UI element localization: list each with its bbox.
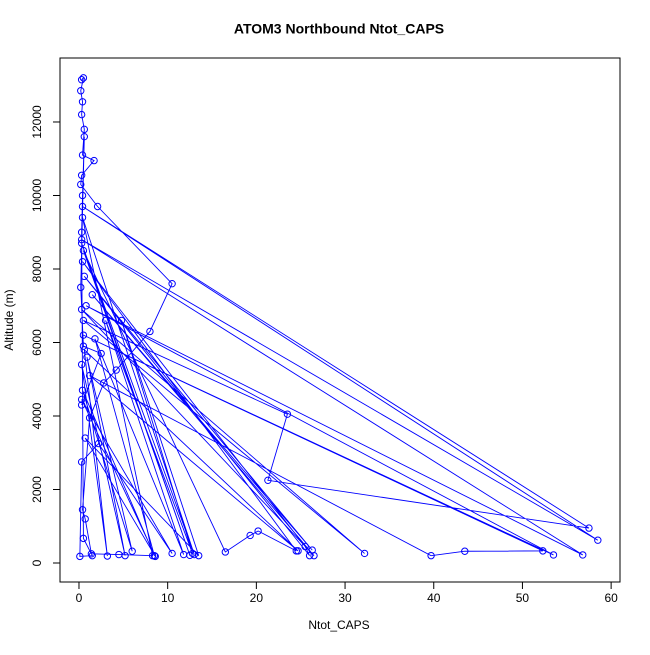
- data-point: [77, 395, 86, 404]
- chart-title: ATOM3 Northbound Ntot_CAPS: [234, 21, 444, 37]
- data-point: [585, 524, 593, 532]
- y-tick-label: 2000: [30, 476, 44, 503]
- data-point: [76, 552, 84, 561]
- data-point: [91, 335, 99, 343]
- data-point: [179, 550, 188, 559]
- data-point: [78, 213, 87, 222]
- data-point: [360, 549, 369, 558]
- data-point: [121, 551, 129, 560]
- x-tick-label: 50: [516, 591, 530, 605]
- y-axis-label: Altitude (m): [2, 289, 16, 350]
- y-tick-label: 6000: [30, 329, 44, 356]
- data-point: [246, 531, 254, 540]
- data-point: [294, 547, 302, 555]
- data-point: [101, 316, 110, 325]
- data-point: [549, 551, 558, 559]
- data-point: [264, 476, 272, 485]
- x-tick-label: 40: [427, 591, 441, 605]
- data-point: [77, 228, 86, 236]
- x-tick-label: 20: [250, 591, 264, 605]
- x-tick-label: 30: [338, 591, 352, 605]
- data-point: [79, 246, 88, 255]
- data-point: [77, 235, 86, 244]
- data-point: [77, 171, 86, 179]
- data-point: [88, 291, 96, 299]
- data-point: [77, 305, 86, 314]
- data-point: [78, 191, 87, 200]
- data-point: [78, 506, 87, 514]
- data-point: [93, 202, 102, 211]
- data-point: [78, 386, 87, 394]
- data-point: [94, 439, 103, 448]
- data-point: [85, 371, 94, 380]
- data-point: [82, 302, 90, 310]
- x-axis-label: Ntot_CAPS: [308, 618, 369, 632]
- x-tick-label: 10: [161, 591, 175, 605]
- data-point: [80, 346, 89, 354]
- data-point: [539, 547, 547, 555]
- data-point: [151, 552, 159, 561]
- data-point: [117, 316, 126, 325]
- y-tick-label: 0: [30, 559, 44, 566]
- data-point: [150, 551, 159, 560]
- data-point: [79, 534, 88, 543]
- data-point: [254, 527, 262, 535]
- data-point: [78, 98, 87, 106]
- data-point: [77, 180, 85, 189]
- data-point: [79, 331, 88, 339]
- data-point: [77, 87, 85, 95]
- data-point: [81, 434, 89, 442]
- data-point: [78, 151, 87, 159]
- data-point: [90, 156, 98, 165]
- data-point: [77, 76, 86, 84]
- y-tick-label: 8000: [30, 255, 44, 282]
- y-tick-label: 10000: [30, 178, 44, 212]
- data-point: [81, 515, 89, 523]
- data-point: [283, 410, 292, 418]
- data-point: [146, 327, 154, 336]
- data-point: [100, 379, 108, 387]
- data-point: [83, 353, 91, 361]
- x-tick-label: 0: [76, 591, 83, 605]
- data-point: [78, 202, 87, 211]
- data-point: [78, 257, 87, 266]
- data-point: [79, 342, 88, 350]
- data-point: [77, 110, 86, 119]
- data-point: [80, 125, 89, 134]
- x-tick-label: 60: [604, 591, 618, 605]
- data-point: [461, 547, 469, 555]
- data-point: [128, 547, 136, 555]
- data-point: [88, 551, 96, 560]
- data-point: [195, 551, 203, 560]
- data-point: [594, 536, 602, 544]
- data-point: [79, 74, 88, 82]
- data-point: [85, 414, 94, 422]
- data-point: [112, 366, 120, 374]
- data-point: [310, 551, 318, 560]
- data-point: [77, 458, 86, 466]
- data-point: [77, 283, 85, 292]
- data-point: [77, 239, 86, 247]
- data-point: [80, 272, 89, 281]
- data-point: [221, 548, 230, 556]
- data-point: [168, 279, 176, 288]
- data-point: [168, 549, 176, 558]
- data-point: [188, 549, 197, 558]
- data-point: [103, 552, 112, 560]
- data-point: [80, 132, 89, 141]
- y-tick-label: 12000: [30, 105, 44, 139]
- y-tick-label: 4000: [30, 402, 44, 429]
- data-point: [77, 401, 86, 409]
- data-point: [97, 349, 105, 358]
- data-point: [190, 550, 198, 559]
- data-point: [427, 551, 435, 560]
- data-point: [579, 551, 587, 559]
- data-point: [77, 360, 86, 369]
- data-point: [301, 542, 309, 551]
- data-point: [79, 316, 88, 325]
